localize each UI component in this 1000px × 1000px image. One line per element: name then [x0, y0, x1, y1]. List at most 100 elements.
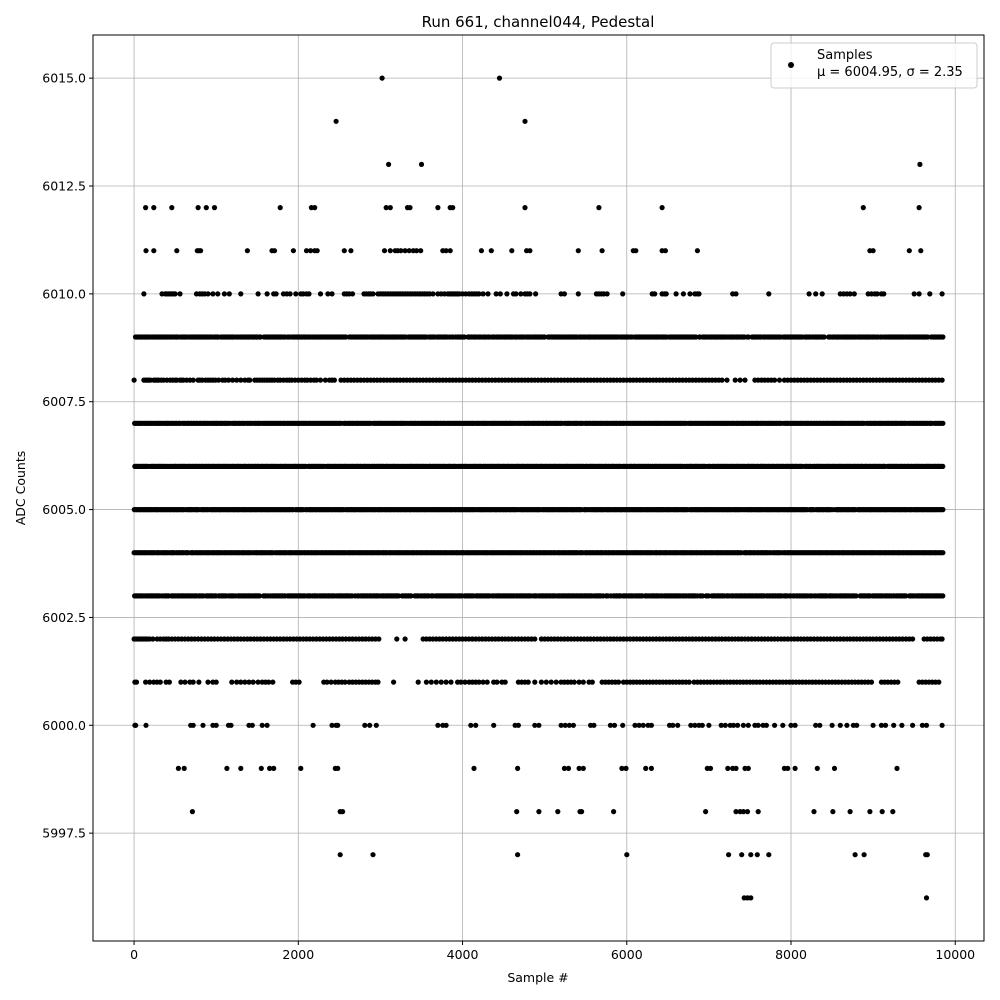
data-point	[151, 205, 157, 211]
data-point	[349, 291, 356, 297]
data-point	[648, 722, 655, 728]
data-point	[570, 722, 577, 728]
data-point	[246, 679, 252, 685]
data-point	[733, 765, 739, 772]
data-point	[868, 679, 875, 685]
data-point	[916, 205, 922, 211]
data-point	[899, 722, 905, 728]
data-point	[659, 205, 665, 211]
data-point	[763, 722, 770, 728]
data-point	[611, 809, 617, 815]
data-point	[919, 722, 926, 728]
data-point	[484, 679, 490, 685]
data-point	[238, 377, 244, 383]
data-point	[643, 765, 649, 772]
data-point	[536, 722, 542, 728]
data-point	[619, 765, 625, 772]
data-point	[325, 291, 331, 297]
data-point	[831, 765, 838, 772]
data-point	[813, 722, 819, 728]
data-point	[203, 205, 209, 211]
data-point	[414, 248, 420, 254]
data-point	[854, 722, 860, 728]
data-point	[478, 248, 484, 254]
data-point	[882, 722, 889, 728]
data-point	[461, 334, 467, 340]
data-point	[430, 291, 436, 297]
data-point	[509, 248, 515, 254]
data-point	[527, 248, 533, 254]
data-point	[733, 809, 739, 815]
data-point	[211, 205, 218, 211]
data-point	[532, 722, 538, 728]
data-point	[652, 291, 658, 297]
data-point	[703, 809, 709, 815]
data-point	[244, 248, 250, 254]
data-point	[699, 722, 705, 728]
data-point	[447, 248, 453, 254]
data-point	[190, 679, 196, 685]
data-point	[480, 679, 486, 685]
data-point	[894, 765, 900, 772]
data-point	[370, 291, 376, 297]
data-point	[576, 765, 582, 772]
data-point	[890, 809, 896, 815]
data-point	[607, 722, 614, 728]
data-point	[143, 679, 149, 685]
data-point	[515, 852, 521, 858]
data-point	[362, 722, 368, 728]
data-point	[553, 679, 559, 685]
data-point	[604, 291, 610, 297]
data-point	[335, 765, 341, 772]
data-point	[742, 377, 748, 383]
data-point	[175, 765, 181, 772]
data-point	[939, 377, 945, 383]
data-point	[177, 291, 183, 297]
data-point	[624, 852, 630, 858]
data-point	[746, 334, 752, 340]
data-point	[443, 679, 449, 685]
data-point	[257, 334, 264, 340]
data-point	[205, 291, 211, 297]
data-point	[878, 722, 885, 728]
data-point	[745, 722, 751, 728]
data-point	[673, 291, 679, 297]
data-point	[917, 161, 923, 167]
data-point	[633, 248, 639, 254]
data-point	[195, 205, 201, 211]
data-point	[766, 291, 772, 297]
data-point	[172, 291, 178, 297]
data-point	[940, 593, 946, 599]
data-point	[462, 679, 468, 685]
data-point	[428, 679, 434, 685]
data-point	[298, 765, 304, 772]
data-point	[234, 377, 240, 383]
data-point	[435, 205, 441, 211]
data-point	[732, 377, 738, 383]
data-point	[879, 809, 885, 815]
data-point	[277, 205, 283, 211]
data-point	[367, 722, 373, 728]
data-point	[342, 679, 348, 685]
data-point	[312, 205, 318, 211]
data-point	[853, 593, 859, 599]
data-point	[502, 679, 508, 685]
data-point	[906, 248, 912, 254]
data-point	[150, 636, 156, 642]
data-point	[548, 679, 554, 685]
data-point	[213, 679, 219, 685]
data-point	[182, 679, 188, 685]
data-point	[238, 679, 244, 685]
data-point	[468, 722, 474, 728]
data-point	[407, 205, 413, 211]
data-point	[480, 291, 486, 297]
data-point	[565, 765, 572, 772]
data-point	[476, 291, 482, 297]
data-point	[686, 679, 692, 685]
data-point	[940, 507, 946, 513]
data-point	[247, 377, 253, 383]
data-point	[860, 205, 866, 211]
data-point	[910, 636, 916, 642]
data-point	[133, 722, 139, 728]
data-point	[266, 679, 272, 685]
